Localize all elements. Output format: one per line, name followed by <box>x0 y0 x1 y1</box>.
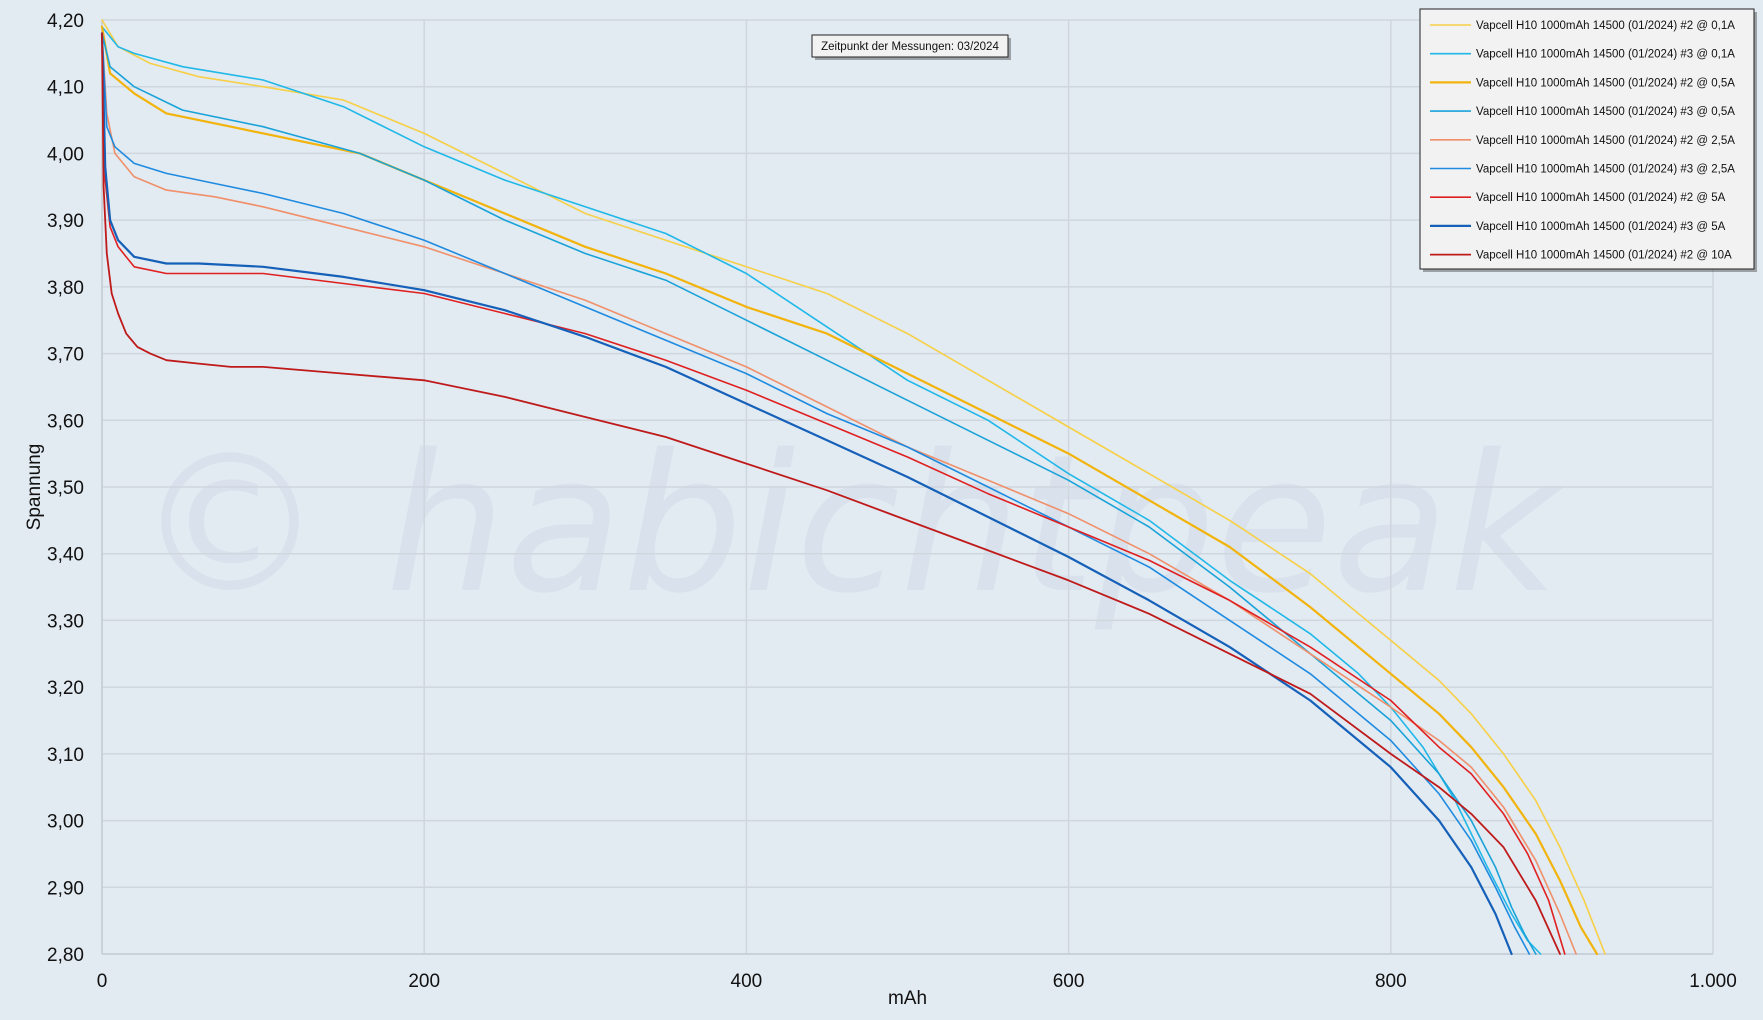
y-tick-label: 2,90 <box>47 878 84 899</box>
x-tick-label: 0 <box>97 971 108 992</box>
legend-entry-6: Vapcell H10 1000mAh 14500 (01/2024) #3 @… <box>1476 164 1735 176</box>
x-tick-label: 1.000 <box>1689 971 1737 992</box>
legend-entry-9: Vapcell H10 1000mAh 14500 (01/2024) #2 @… <box>1476 250 1732 262</box>
legend-box <box>1419 8 1755 270</box>
series-line-1 <box>101 19 1606 955</box>
legend-entry-8: Vapcell H10 1000mAh 14500 (01/2024) #3 @… <box>1476 221 1726 233</box>
y-tick-label: 3,20 <box>47 678 84 699</box>
x-tick-label: 600 <box>1053 971 1085 992</box>
series-line-6 <box>101 32 1531 955</box>
y-tick-label: 4,20 <box>47 11 84 32</box>
y-tick-label: 4,00 <box>47 144 84 165</box>
legend: Vapcell H10 1000mAh 14500 (01/2024) #2 @… <box>1419 8 1757 272</box>
series-line-2 <box>101 25 1542 955</box>
y-tick-label: 3,10 <box>47 745 84 766</box>
legend-entry-1: Vapcell H10 1000mAh 14500 (01/2024) #2 @… <box>1476 20 1735 32</box>
legend-entry-7: Vapcell H10 1000mAh 14500 (01/2024) #2 @… <box>1476 192 1726 204</box>
series-line-7 <box>101 32 1566 955</box>
series-line-3 <box>100 25 1599 956</box>
watermark-text: © habichtpeak <box>135 414 1566 635</box>
y-tick-label: 3,40 <box>47 545 84 566</box>
y-axis-title: Spannung <box>24 444 45 531</box>
legend-entry-5: Vapcell H10 1000mAh 14500 (01/2024) #2 @… <box>1476 135 1735 147</box>
legend-entry-4: Vapcell H10 1000mAh 14500 (01/2024) #3 @… <box>1476 106 1735 118</box>
series-line-5 <box>101 32 1577 955</box>
y-tick-label: 3,60 <box>47 411 84 432</box>
x-tick-label: 400 <box>731 971 763 992</box>
series-line-8 <box>100 32 1513 956</box>
y-tick-label: 3,80 <box>47 278 84 299</box>
series-lines <box>100 19 1606 956</box>
y-tick-label: 3,30 <box>47 611 84 632</box>
y-tick-label: 3,90 <box>47 211 84 232</box>
legend-entry-3: Vapcell H10 1000mAh 14500 (01/2024) #2 @… <box>1476 77 1735 89</box>
series-line-9 <box>101 32 1561 955</box>
x-axis-title: mAh <box>888 988 927 1009</box>
legend-entry-2: Vapcell H10 1000mAh 14500 (01/2024) #3 @… <box>1476 49 1735 61</box>
y-tick-label: 2,80 <box>47 945 84 966</box>
y-tick-label: 4,10 <box>47 78 84 99</box>
x-tick-label: 200 <box>408 971 440 992</box>
x-tick-label: 800 <box>1375 971 1407 992</box>
y-tick-label: 3,70 <box>47 345 84 366</box>
y-tick-label: 3,00 <box>47 812 84 833</box>
annotation-text: Zeitpunkt der Messungen: 03/2024 <box>821 41 999 53</box>
axes: 0 200 400 600 800 1.000 2,80 2,90 3,00 3,10 3,20 3,… <box>24 11 1737 1009</box>
series-line-4 <box>101 32 1537 955</box>
annotation-box <box>811 34 1009 58</box>
watermark: © habichtpeak <box>135 414 1566 635</box>
y-tick-label: 3,50 <box>47 478 84 499</box>
annotation: Zeitpunkt der Messungen: 03/2024 <box>811 34 1011 60</box>
